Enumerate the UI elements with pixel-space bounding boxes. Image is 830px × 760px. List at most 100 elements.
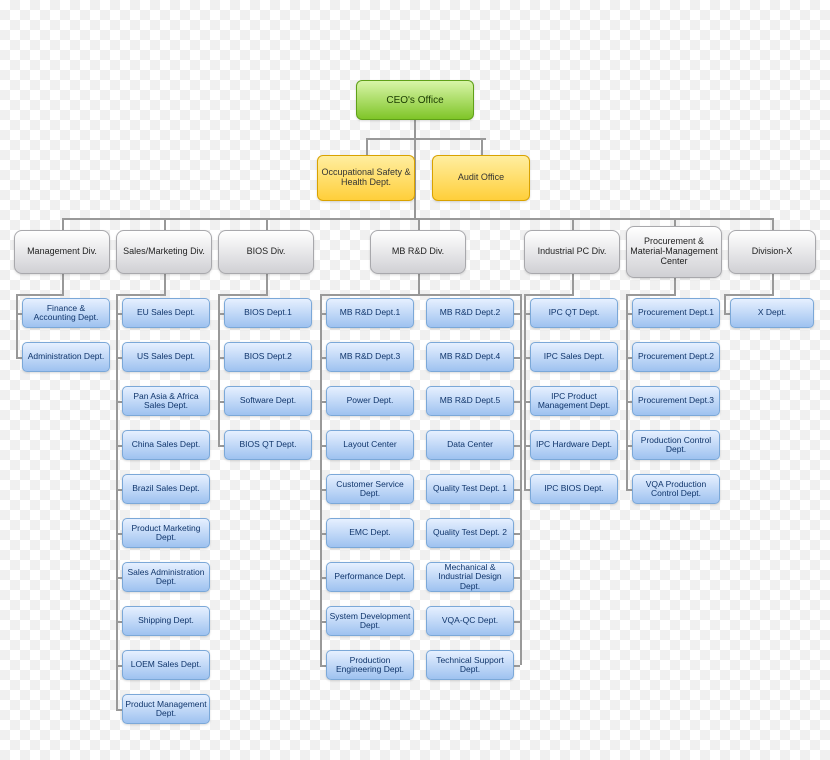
connector-line bbox=[16, 313, 18, 357]
org-node-label: US Sales Dept. bbox=[135, 351, 197, 362]
org-node-sm_10: Product Management Dept. bbox=[122, 694, 210, 724]
org-node-label: Data Center bbox=[445, 439, 495, 450]
org-node-proc_4: Production Control Dept. bbox=[632, 430, 720, 460]
org-node-label: Customer Service Dept. bbox=[327, 479, 413, 500]
connector-line bbox=[674, 218, 676, 226]
org-node-mbL_6: EMC Dept. bbox=[326, 518, 414, 548]
org-node-label: MB R&D Dept.3 bbox=[338, 351, 402, 362]
org-node-bios_1: BIOS Dept.1 bbox=[224, 298, 312, 328]
connector-line bbox=[266, 274, 268, 294]
org-node-label: Software Dept. bbox=[238, 395, 298, 406]
connector-line bbox=[514, 445, 520, 447]
org-node-label: IPC QT Dept. bbox=[547, 307, 602, 318]
connector-line bbox=[218, 294, 268, 296]
org-node-mbL_7: Performance Dept. bbox=[326, 562, 414, 592]
org-node-label: BIOS Dept.2 bbox=[242, 351, 294, 362]
org-node-ipc_4: IPC Hardware Dept. bbox=[530, 430, 618, 460]
org-node-mbL_3: Power Dept. bbox=[326, 386, 414, 416]
org-node-label: BIOS QT Dept. bbox=[237, 439, 298, 450]
org-node-mbR_1: MB R&D Dept.2 bbox=[426, 298, 514, 328]
org-node-label: Technical Support Dept. bbox=[427, 655, 513, 676]
connector-line bbox=[320, 294, 520, 296]
connector-line bbox=[524, 294, 574, 296]
org-node-label: Mechanical & Industrial Design Dept. bbox=[427, 562, 513, 592]
org-node-mgmt_1: Finance & Accounting Dept. bbox=[22, 298, 110, 328]
org-node-label: IPC Sales Dept. bbox=[542, 351, 606, 362]
org-node-label: LOEM Sales Dept. bbox=[129, 659, 203, 670]
org-node-div_bios: BIOS Div. bbox=[218, 230, 314, 274]
connector-line bbox=[514, 313, 520, 315]
org-node-div_proc: Procurement & Material-Management Center bbox=[626, 226, 722, 278]
org-node-sm_7: Sales Administration Dept. bbox=[122, 562, 210, 592]
org-node-label: Power Dept. bbox=[345, 395, 396, 406]
connector-line bbox=[514, 577, 520, 579]
org-node-mbL_1: MB R&D Dept.1 bbox=[326, 298, 414, 328]
org-node-label: BIOS Div. bbox=[245, 246, 288, 258]
connector-line bbox=[514, 665, 520, 667]
org-node-div_ipc: Industrial PC Div. bbox=[524, 230, 620, 274]
org-node-mbL_4: Layout Center bbox=[326, 430, 414, 460]
org-node-sm_6: Product Marketing Dept. bbox=[122, 518, 210, 548]
org-node-label: MB R&D Dept.1 bbox=[338, 307, 402, 318]
connector-line bbox=[626, 294, 676, 296]
org-node-div_sales: Sales/Marketing Div. bbox=[116, 230, 212, 274]
connector-line bbox=[62, 218, 64, 230]
org-node-label: Product Management Dept. bbox=[123, 699, 209, 720]
connector-line bbox=[16, 294, 64, 296]
org-node-bios_4: BIOS QT Dept. bbox=[224, 430, 312, 460]
org-node-div_mgmt: Management Div. bbox=[14, 230, 110, 274]
connector-line bbox=[626, 294, 628, 489]
org-node-mbR_2: MB R&D Dept.4 bbox=[426, 342, 514, 372]
org-node-sm_1: EU Sales Dept. bbox=[122, 298, 210, 328]
org-node-mbL_2: MB R&D Dept.3 bbox=[326, 342, 414, 372]
org-node-label: EU Sales Dept. bbox=[135, 307, 197, 318]
connector-line bbox=[514, 401, 520, 403]
connector-line bbox=[514, 533, 520, 535]
org-node-ipc_3: IPC Product Management Dept. bbox=[530, 386, 618, 416]
connector-line bbox=[218, 294, 220, 445]
connector-line bbox=[674, 278, 676, 294]
org-node-label: IPC Hardware Dept. bbox=[534, 439, 614, 450]
org-node-div_x: Division-X bbox=[728, 230, 816, 274]
connector-line bbox=[724, 294, 726, 313]
org-node-ipc_5: IPC BIOS Dept. bbox=[530, 474, 618, 504]
org-node-sm_4: China Sales Dept. bbox=[122, 430, 210, 460]
org-node-label: Finance & Accounting Dept. bbox=[23, 303, 109, 324]
org-node-label: Quality Test Dept. 1 bbox=[431, 483, 509, 494]
org-node-label: EMC Dept. bbox=[347, 527, 393, 538]
org-node-label: Audit Office bbox=[456, 172, 506, 184]
org-node-mbL_5: Customer Service Dept. bbox=[326, 474, 414, 504]
connector-line bbox=[366, 138, 486, 140]
connector-line bbox=[116, 294, 166, 296]
org-node-label: VQA Production Control Dept. bbox=[633, 479, 719, 500]
org-node-proc_1: Procurement Dept.1 bbox=[632, 298, 720, 328]
org-node-label: Sales Administration Dept. bbox=[123, 567, 209, 588]
org-node-label: BIOS Dept.1 bbox=[242, 307, 294, 318]
org-node-proc_5: VQA Production Control Dept. bbox=[632, 474, 720, 504]
org-node-label: Quality Test Dept. 2 bbox=[431, 527, 509, 538]
connector-line bbox=[164, 274, 166, 294]
connector-line bbox=[164, 218, 166, 230]
org-node-label: Production Engineering Dept. bbox=[327, 655, 413, 676]
connector-line bbox=[514, 489, 520, 491]
connector-line bbox=[418, 218, 420, 230]
org-node-label: China Sales Dept. bbox=[130, 439, 203, 450]
org-node-label: VQA-QC Dept. bbox=[440, 615, 500, 626]
org-node-label: Procurement Dept.1 bbox=[636, 307, 716, 318]
connector-line bbox=[520, 294, 522, 665]
org-node-mbR_3: MB R&D Dept.5 bbox=[426, 386, 514, 416]
org-node-audit: Audit Office bbox=[432, 155, 530, 201]
connector-line bbox=[62, 218, 772, 220]
org-node-sm_5: Brazil Sales Dept. bbox=[122, 474, 210, 504]
connector-line bbox=[16, 294, 18, 313]
org-node-label: Product Marketing Dept. bbox=[123, 523, 209, 544]
org-node-mbR_9: Technical Support Dept. bbox=[426, 650, 514, 680]
org-node-mbR_8: VQA-QC Dept. bbox=[426, 606, 514, 636]
connector-line bbox=[366, 138, 368, 155]
org-node-sm_8: Shipping Dept. bbox=[122, 606, 210, 636]
org-node-mbR_4: Data Center bbox=[426, 430, 514, 460]
connector-line bbox=[724, 294, 774, 296]
org-node-proc_3: Procurement Dept.3 bbox=[632, 386, 720, 416]
org-node-label: Industrial PC Div. bbox=[536, 246, 609, 258]
connector-line bbox=[418, 274, 420, 294]
